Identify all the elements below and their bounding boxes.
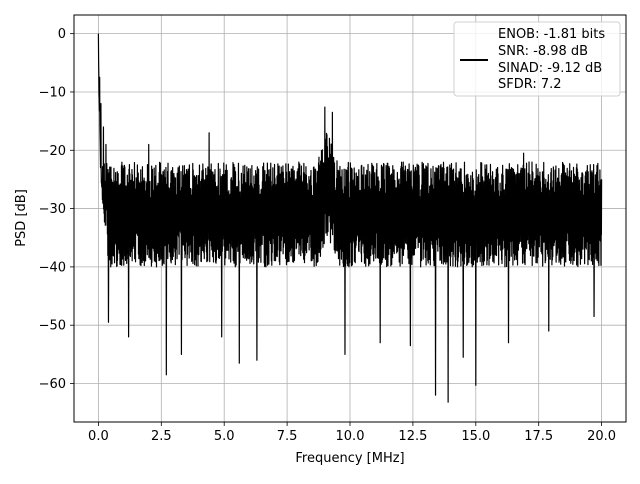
legend-enob: ENOB: -1.81 bits	[498, 27, 605, 42]
legend-box	[453, 21, 621, 97]
psd-series-line	[97, 33, 603, 403]
tick-layer: 0.0 2.5 5.0 7.5 10.0 12.5 15.0 17.5 20.0 0 −10 −20 −…	[39, 27, 617, 444]
x-tick-label: 20.0	[587, 429, 616, 444]
y-tick-label: −30	[39, 202, 66, 217]
y-tick-label: −40	[39, 260, 66, 275]
x-tick-label: 15.0	[461, 429, 490, 444]
x-tick-label: 17.5	[524, 429, 553, 444]
y-tick-label: −60	[39, 377, 66, 392]
legend-snr: SNR: -8.98 dB	[498, 44, 588, 59]
x-tick-label: 2.5	[151, 429, 172, 444]
y-tick-label: 0	[58, 27, 66, 42]
y-tick-label: −50	[39, 319, 66, 334]
x-tick-label: 5.0	[214, 429, 235, 444]
x-tick-label: 0.0	[88, 429, 109, 444]
y-tick-label: −20	[39, 144, 66, 159]
x-tick-label: 10.0	[336, 429, 365, 444]
y-axis-label: PSD [dB]	[14, 189, 29, 247]
y-tick-label: −10	[39, 85, 66, 100]
plot-layer	[97, 33, 603, 403]
x-tick-label: 12.5	[398, 429, 427, 444]
legend-sinad: SINAD: -9.12 dB	[498, 61, 602, 76]
x-axis-label: Frequency [MHz]	[295, 451, 404, 466]
x-tick-label: 7.5	[277, 429, 298, 444]
legend: ENOB: -1.81 bits SNR: -8.98 dB SINAD: -9…	[453, 21, 621, 97]
legend-sfdr: SFDR: 7.2	[498, 77, 562, 92]
